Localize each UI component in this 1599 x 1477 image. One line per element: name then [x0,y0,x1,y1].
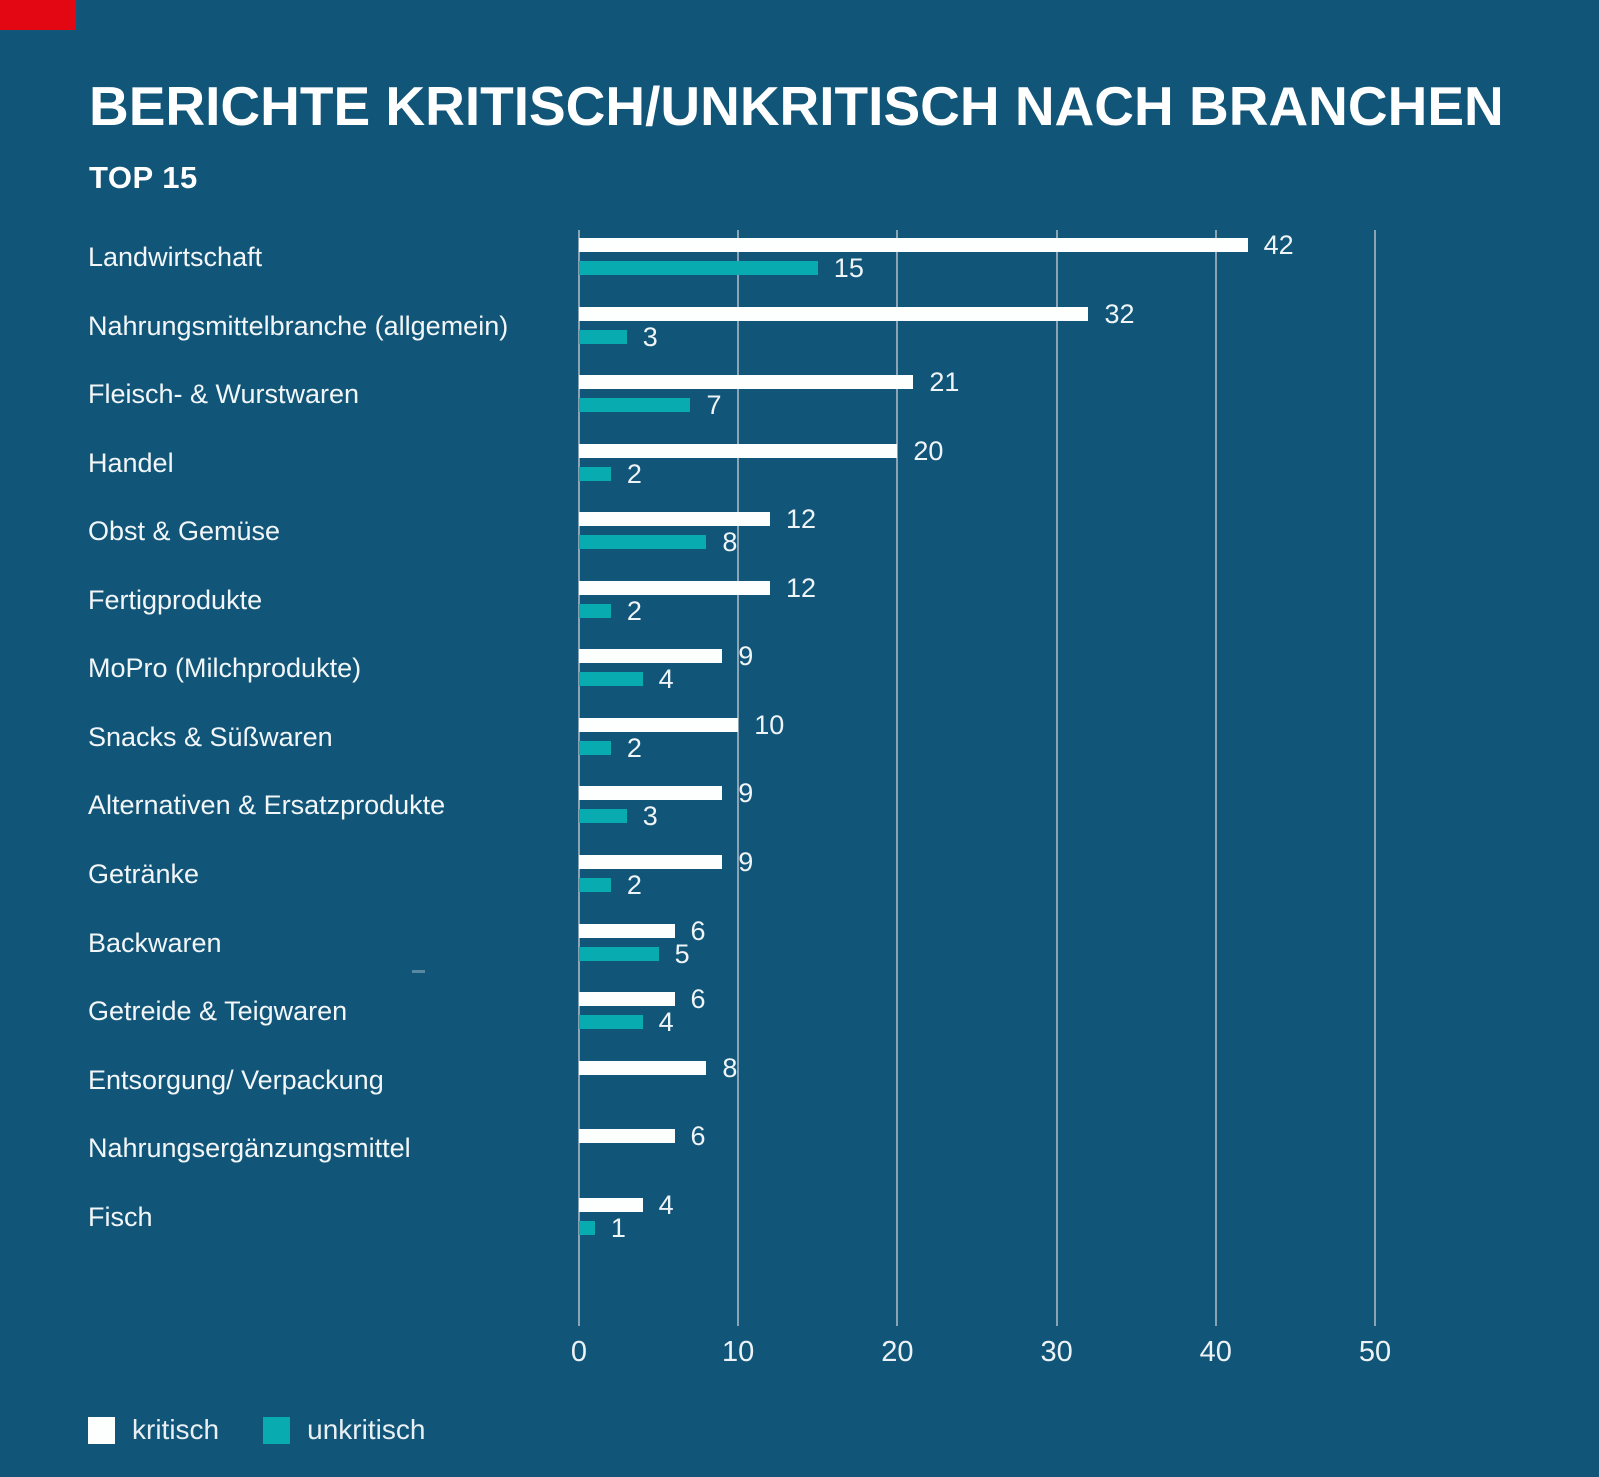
category-label: Getränke [88,858,200,889]
chart-legend: kritisch unkritisch [88,1414,425,1446]
category-label: Alternativen & Ersatzprodukte [88,790,446,821]
value-label-kritisch: 4 [658,1189,674,1220]
x-tick-label-10: 10 [722,1336,755,1368]
category-label: Entsorgung/ Verpackung [88,1064,384,1095]
category-label: Fertigprodukte [88,584,263,615]
category-label: Fleisch- & Wurstwaren [88,379,360,410]
bar-unkritisch [579,877,611,892]
x-tick-label-0: 0 [570,1336,588,1368]
stray-artifact-mark [412,970,425,973]
value-label-kritisch: 10 [754,709,785,740]
bar-kritisch [579,1197,643,1212]
category-label: Nahrungsergänzungsmittel [88,1133,411,1164]
legend-item-unkritisch: unkritisch [263,1414,425,1446]
value-label-kritisch: 6 [690,915,706,946]
value-label-kritisch: 42 [1263,230,1294,260]
category-label: Obst & Gemüse [88,516,281,547]
bar-kritisch [579,580,771,595]
category-label: Nahrungsmittelbranche (allgemein) [88,310,509,341]
bar-unkritisch [579,946,659,961]
value-label-unkritisch: 2 [626,732,642,763]
bar-kritisch [579,306,1089,321]
bar-kritisch [579,854,723,869]
value-label-unkritisch: 5 [674,938,690,969]
value-label-unkritisch: 2 [626,869,642,900]
bar-unkritisch [579,740,611,755]
bar-unkritisch [579,398,691,413]
value-label-kritisch: 9 [738,846,754,877]
value-label-unkritisch: 3 [642,321,658,352]
gridline-50 [1374,230,1376,1326]
bar-kritisch [579,992,675,1007]
bar-unkritisch [579,809,627,824]
brand-red-mark [0,0,76,30]
bar-kritisch [579,1129,675,1144]
value-label-kritisch: 9 [738,778,754,809]
value-label-kritisch: 9 [738,641,754,672]
value-label-unkritisch: 4 [658,664,674,695]
bar-kritisch [579,786,723,801]
x-tick-label-30: 30 [1040,1336,1073,1368]
bar-unkritisch [579,1015,643,1030]
value-label-unkritisch: 4 [658,1007,674,1038]
x-tick-label-50: 50 [1358,1336,1392,1368]
bar-kritisch [579,649,723,664]
value-label-kritisch: 20 [913,435,944,466]
category-label: Getreide & Teigwaren [88,996,348,1027]
legend-label-unkritisch: unkritisch [307,1414,426,1445]
gridline-10 [737,230,740,1326]
gridline-0 [578,230,580,1326]
bar-unkritisch [579,466,611,481]
category-label: MoPro (Milchprodukte) [88,653,362,684]
value-label-kritisch: 6 [690,984,706,1015]
bar-unkritisch [579,535,707,550]
bar-unkritisch [579,1220,595,1235]
category-label: Handel [88,447,174,478]
gridline-20 [896,230,899,1326]
value-label-kritisch: 12 [786,504,817,535]
bar-unkritisch [579,603,611,618]
chart-subtitle: TOP 15 [89,160,198,195]
gridline-30 [1055,230,1058,1326]
legend-item-kritisch: kritisch [88,1414,219,1446]
x-tick-label-20: 20 [881,1336,914,1368]
unkritisch-swatch-icon [263,1416,291,1444]
bar-unkritisch [579,329,627,344]
value-label-kritisch: 32 [1104,298,1135,329]
bar-kritisch [579,923,675,938]
value-label-unkritisch: 8 [722,527,738,558]
bar-kritisch [579,443,898,458]
bar-kritisch [579,512,771,527]
value-label-unkritisch: 15 [833,253,864,283]
value-label-kritisch: 12 [786,572,817,603]
value-label-kritisch: 6 [690,1121,706,1152]
chart-title: BERICHTE KRITISCH/UNKRITISCH NACH BRANCH… [89,75,1504,137]
bar-unkritisch [579,672,643,687]
bar-kritisch [579,238,1248,252]
bar-unkritisch [579,261,818,275]
value-label-unkritisch: 2 [626,595,642,626]
gridline-40 [1214,230,1217,1326]
value-label-kritisch: 8 [722,1052,738,1083]
bar-kritisch [579,717,739,732]
category-label: Fisch [88,1201,153,1232]
kritisch-swatch-icon [88,1416,115,1444]
category-label: Snacks & Süßwaren [88,721,333,752]
bar-kritisch [579,1060,707,1075]
x-tick-label-40: 40 [1199,1336,1232,1368]
value-label-kritisch: 21 [929,367,960,398]
bar-kritisch [579,375,914,390]
legend-label-kritisch: kritisch [132,1414,220,1445]
value-label-unkritisch: 1 [610,1212,626,1243]
value-label-unkritisch: 7 [706,390,722,421]
value-label-unkritisch: 2 [626,458,642,489]
value-label-unkritisch: 3 [642,801,658,832]
category-label: Landwirtschaft [88,242,263,272]
category-label: Backwaren [88,927,222,958]
